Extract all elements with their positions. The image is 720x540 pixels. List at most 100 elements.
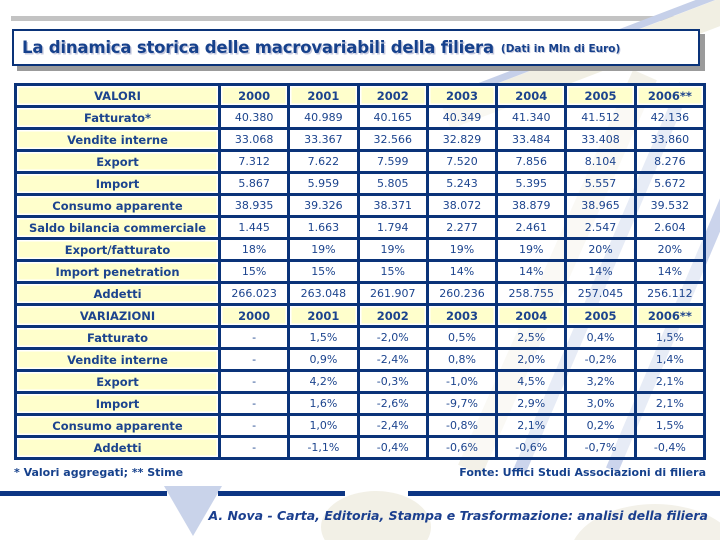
- value-cell: -: [217, 435, 291, 460]
- footer-triangle: [164, 486, 222, 536]
- page-title: La dinamica storica delle macrovariabili…: [22, 38, 494, 57]
- value-cell: 2.461: [495, 215, 568, 240]
- value-cell: 7.856: [495, 149, 568, 174]
- value-cell: -2,0%: [356, 325, 429, 350]
- value-cell: 2.547: [564, 215, 637, 240]
- value-cell: 33.484: [495, 127, 568, 152]
- row-label-cell: Addetti: [14, 281, 221, 306]
- top-gray-band: [11, 16, 705, 21]
- footer-ellipse-small: [321, 491, 431, 540]
- value-cell: 7.520: [425, 149, 499, 174]
- section-header-row: VARIAZIONI 2000 2001 2002 2003 2004 2005 2006**: [14, 303, 707, 328]
- header-cell: 2005: [564, 83, 637, 108]
- value-cell: 39.326: [287, 193, 360, 218]
- header-cell: 2001: [287, 83, 360, 108]
- value-cell: 2,1%: [495, 413, 568, 438]
- macro-table-wrapper: VALORI 2000 2001 2002 2003 2004 2005 2006** Fatt…: [14, 83, 707, 460]
- value-cell: 1.445: [217, 215, 291, 240]
- row-label-cell: Export/fatturato: [14, 237, 221, 262]
- value-cell: 39.532: [633, 193, 707, 218]
- macro-table: VALORI 2000 2001 2002 2003 2004 2005 2006** Fatt…: [14, 83, 707, 460]
- value-cell: -: [217, 413, 291, 438]
- value-cell: 38.371: [356, 193, 429, 218]
- table-row: Export/fatturato 18% 19% 19% 19% 19% 20% 20%: [14, 237, 707, 262]
- value-cell: 41.512: [564, 105, 637, 130]
- value-cell: 4,2%: [287, 369, 360, 394]
- value-cell: 5.959: [287, 171, 360, 196]
- value-cell: -0,6%: [425, 435, 499, 460]
- value-cell: 261.907: [356, 281, 429, 306]
- value-cell: -0,3%: [356, 369, 429, 394]
- row-label-cell: Vendite interne: [14, 347, 221, 372]
- table-row: Addetti - -1,1% -0,4% -0,6% -0,6% -0,7% -0,4%: [14, 435, 707, 460]
- value-cell: 1.663: [287, 215, 360, 240]
- section-header-row: VALORI 2000 2001 2002 2003 2004 2005 2006**: [14, 83, 707, 108]
- value-cell: 1,6%: [287, 391, 360, 416]
- value-cell: -1,0%: [425, 369, 499, 394]
- title-box: La dinamica storica delle macrovariabili…: [12, 29, 700, 66]
- footnote-left: * Valori aggregati; ** Stime: [14, 466, 184, 479]
- table-row: Addetti 266.023 263.048 261.907 260.236 258.7…: [14, 281, 707, 306]
- table-row: Vendite interne 33.068 33.367 32.566 32.829 3…: [14, 127, 707, 152]
- header-cell: 2004: [495, 83, 568, 108]
- value-cell: 7.599: [356, 149, 429, 174]
- value-cell: -0,2%: [564, 347, 637, 372]
- value-cell: 20%: [564, 237, 637, 262]
- table-row: Export -4,2% -0,3% -1,0% 4,5% 3,2% 2,1%: [14, 369, 707, 394]
- value-cell: 32.829: [425, 127, 499, 152]
- value-cell: 38.935: [217, 193, 291, 218]
- value-cell: 38.965: [564, 193, 637, 218]
- value-cell: 257.045: [564, 281, 637, 306]
- value-cell: 2,9%: [495, 391, 568, 416]
- row-label-cell: Vendite interne: [14, 127, 221, 152]
- table-row: Export 7.312 7.622 7.599 7.520 7.856 8.104 8.27…: [14, 149, 707, 174]
- value-cell: 19%: [495, 237, 568, 262]
- value-cell: 2.277: [425, 215, 499, 240]
- value-cell: 14%: [633, 259, 707, 284]
- value-cell: -: [217, 347, 291, 372]
- value-cell: 14%: [495, 259, 568, 284]
- value-cell: 15%: [217, 259, 291, 284]
- value-cell: 260.236: [425, 281, 499, 306]
- header-cell: 2002: [356, 303, 429, 328]
- value-cell: -0,4%: [356, 435, 429, 460]
- value-cell: 7.622: [287, 149, 360, 174]
- value-cell: 0,5%: [425, 325, 499, 350]
- footer-rule-segment: [408, 491, 720, 496]
- header-cell: 2002: [356, 83, 429, 108]
- table-row: Import 5.867 5.959 5.805 5.243 5.395 5.557 5.67…: [14, 171, 707, 196]
- row-label-cell: Import penetration: [14, 259, 221, 284]
- value-cell: 2,1%: [633, 391, 707, 416]
- value-cell: 5.557: [564, 171, 637, 196]
- value-cell: 8.276: [633, 149, 707, 174]
- value-cell: -9,7%: [425, 391, 499, 416]
- value-cell: 5.395: [495, 171, 568, 196]
- value-cell: -1,1%: [287, 435, 360, 460]
- value-cell: 40.349: [425, 105, 499, 130]
- value-cell: 20%: [633, 237, 707, 262]
- value-cell: 5.867: [217, 171, 291, 196]
- value-cell: 40.165: [356, 105, 429, 130]
- footer-caption: A. Nova - Carta, Editoria, Stampa e Tras…: [208, 508, 708, 523]
- value-cell: 5.672: [633, 171, 707, 196]
- value-cell: 1,5%: [287, 325, 360, 350]
- value-cell: 3,2%: [564, 369, 637, 394]
- value-cell: 33.408: [564, 127, 637, 152]
- value-cell: 1.794: [356, 215, 429, 240]
- value-cell: 33.068: [217, 127, 291, 152]
- value-cell: -2,4%: [356, 347, 429, 372]
- value-cell: 0,2%: [564, 413, 637, 438]
- table-row: Import -1,6% -2,6% -9,7% 2,9% 3,0% 2,1%: [14, 391, 707, 416]
- header-cell: 2004: [495, 303, 568, 328]
- value-cell: 266.023: [217, 281, 291, 306]
- header-cell: VARIAZIONI: [14, 303, 221, 328]
- value-cell: 19%: [356, 237, 429, 262]
- row-label-cell: Export: [14, 369, 221, 394]
- value-cell: 2.604: [633, 215, 707, 240]
- value-cell: 18%: [217, 237, 291, 262]
- table-row: Saldo bilancia commerciale 1.445 1.663 1.79…: [14, 215, 707, 240]
- value-cell: 15%: [287, 259, 360, 284]
- row-label-cell: Export: [14, 149, 221, 174]
- value-cell: 263.048: [287, 281, 360, 306]
